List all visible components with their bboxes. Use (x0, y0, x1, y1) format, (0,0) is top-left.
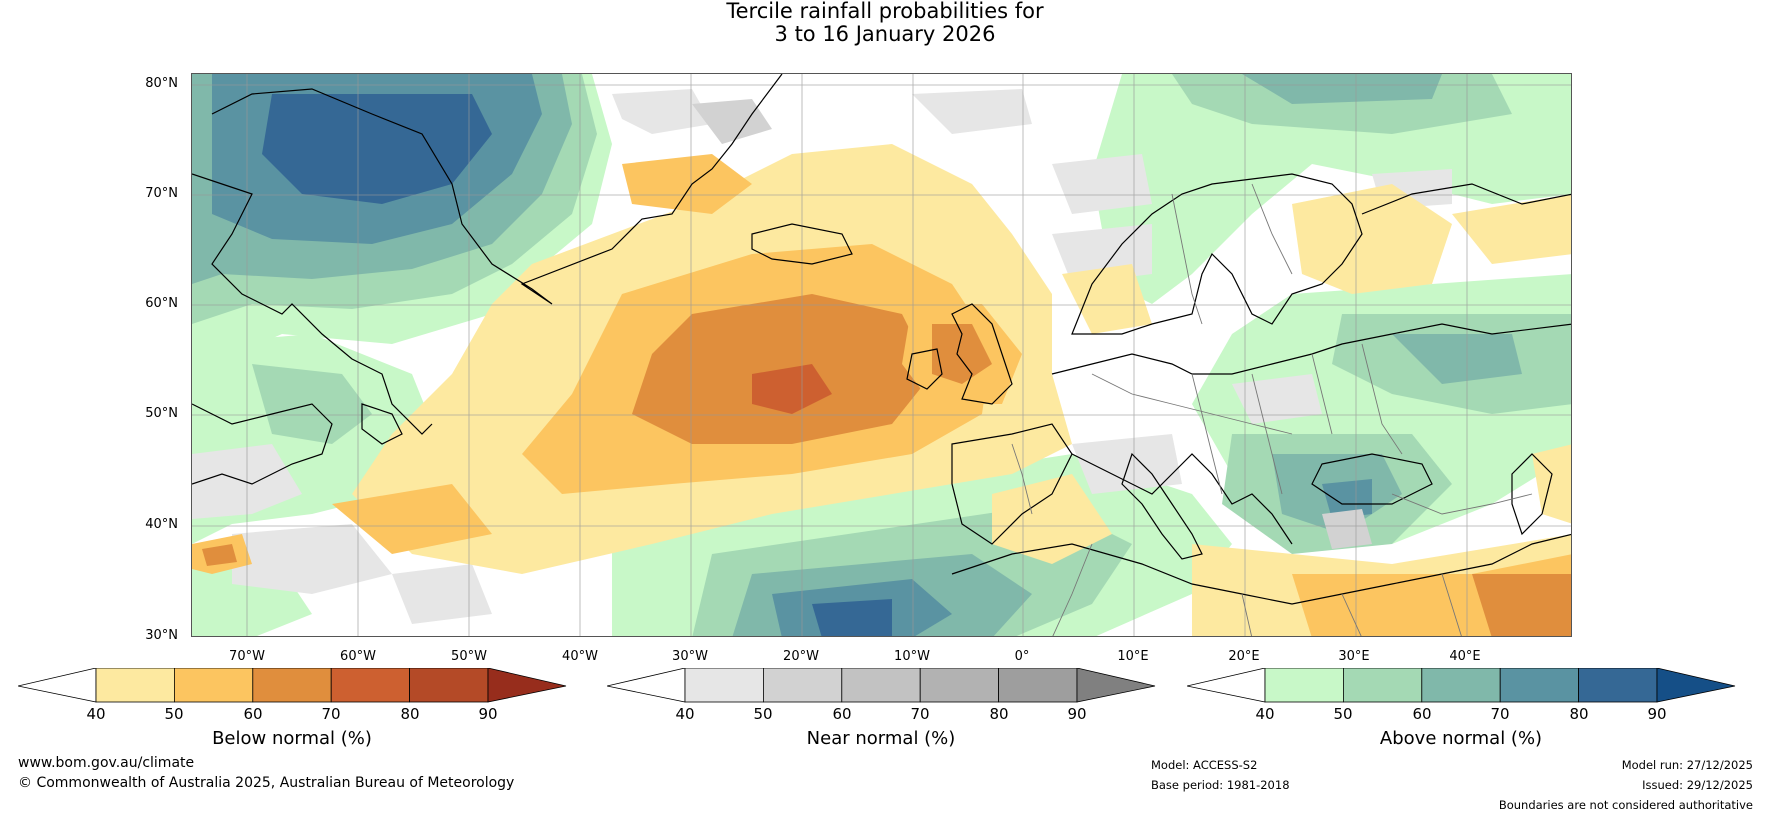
above-tick-90: 90 (1647, 705, 1667, 723)
lat-label-70n: 70°N (145, 186, 178, 201)
above-cbar-bin-60-70 (1421, 668, 1501, 703)
near-cbar-bin-50-60 (762, 668, 843, 703)
website-link[interactable]: www.bom.gov.au/climate (18, 755, 195, 771)
rainfall-map[interactable] (191, 73, 1572, 637)
below-tick-90: 90 (478, 705, 498, 723)
below-tick-40: 40 (86, 705, 106, 723)
model-run-text: Model run: 27/12/2025 (1621, 758, 1753, 772)
above-tick-50: 50 (1333, 705, 1353, 723)
model-text: Model: ACCESS-S2 (1151, 758, 1258, 772)
near-normal-colorbar (607, 668, 1156, 703)
lon-label-10w: 10°W (894, 649, 930, 664)
near-cbar-bin-40-50 (684, 668, 764, 703)
below-tick-60: 60 (243, 705, 263, 723)
lon-label-70w: 70°W (229, 649, 265, 664)
below-cbar-low-extend (18, 668, 97, 703)
country-borders (1011, 183, 1533, 636)
lat-label-40n: 40°N (145, 517, 178, 532)
above-tick-70: 70 (1490, 705, 1510, 723)
graticule (192, 74, 1571, 636)
copyright-text: © Commonwealth of Australia 2025, Austra… (18, 775, 515, 791)
near-tick-80: 80 (989, 705, 1009, 723)
below-tick-70: 70 (321, 705, 341, 723)
near-cbar-bin-80-90 (998, 668, 1078, 703)
lat-label-80n: 80°N (145, 76, 178, 91)
lon-label-50w: 50°W (451, 649, 487, 664)
near-cbar-low-extend (607, 668, 686, 703)
near-tick-60: 60 (832, 705, 852, 723)
near-tick-50: 50 (753, 705, 773, 723)
near-tick-70: 70 (910, 705, 930, 723)
above-cbar-bin-40-50 (1264, 668, 1344, 703)
near-cbar-bin-60-70 (841, 668, 921, 703)
near-cbar-bin-70-80 (919, 668, 1000, 703)
below-cbar-bin-60-70 (252, 668, 332, 703)
near-tick-90: 90 (1067, 705, 1087, 723)
base-period-text: Base period: 1981-2018 (1151, 778, 1290, 792)
above-tick-80: 80 (1569, 705, 1589, 723)
lon-label-20w: 20°W (783, 649, 819, 664)
above-cbar-bin-80-90 (1578, 668, 1658, 703)
title-line-2: 3 to 16 January 2026 (774, 22, 996, 46)
lat-label-50n: 50°N (145, 406, 178, 421)
below-normal-label: Below normal (%) (212, 728, 372, 749)
disclaimer-text: Boundaries are not considered authoritat… (1498, 798, 1753, 812)
below-tick-50: 50 (164, 705, 184, 723)
map-title: Tercile rainfall probabilities for 3 to … (0, 0, 1770, 46)
below-cbar-bin-40-50 (95, 668, 175, 703)
coastlines (192, 74, 1571, 605)
near-cbar-high-extend (1076, 668, 1156, 703)
below-cbar-bin-50-60 (173, 668, 254, 703)
above-cbar-low-extend (1187, 668, 1266, 703)
below-normal-colorbar (18, 668, 567, 703)
below-cbar-bin-70-80 (330, 668, 411, 703)
lon-label-20e: 20°E (1228, 649, 1260, 664)
above-tick-40: 40 (1255, 705, 1275, 723)
lon-label-30w: 30°W (672, 649, 708, 664)
lon-label-40w: 40°W (562, 649, 598, 664)
above-tick-60: 60 (1412, 705, 1432, 723)
above-cbar-bin-50-60 (1342, 668, 1423, 703)
below-cbar-bin-80-90 (409, 668, 489, 703)
lat-label-60n: 60°N (145, 296, 178, 311)
lon-label-60w: 60°W (340, 649, 376, 664)
lon-label-30e: 30°E (1338, 649, 1370, 664)
issued-text: Issued: 29/12/2025 (1642, 778, 1753, 792)
above-normal-colorbar (1187, 668, 1736, 703)
lon-label-40e: 40°E (1449, 649, 1481, 664)
below-normal-shading (192, 144, 1571, 636)
below-cbar-high-extend (487, 668, 567, 703)
lon-label-0: 0° (1014, 649, 1030, 664)
below-tick-80: 80 (400, 705, 420, 723)
near-normal-label: Near normal (%) (806, 728, 956, 749)
above-cbar-high-extend (1656, 668, 1736, 703)
lat-label-30n: 30°N (145, 628, 178, 643)
lon-label-10e: 10°E (1117, 649, 1149, 664)
near-tick-40: 40 (675, 705, 695, 723)
above-normal-label: Above normal (%) (1379, 728, 1543, 749)
title-line-1: Tercile rainfall probabilities for (726, 0, 1044, 23)
above-cbar-bin-70-80 (1499, 668, 1580, 703)
